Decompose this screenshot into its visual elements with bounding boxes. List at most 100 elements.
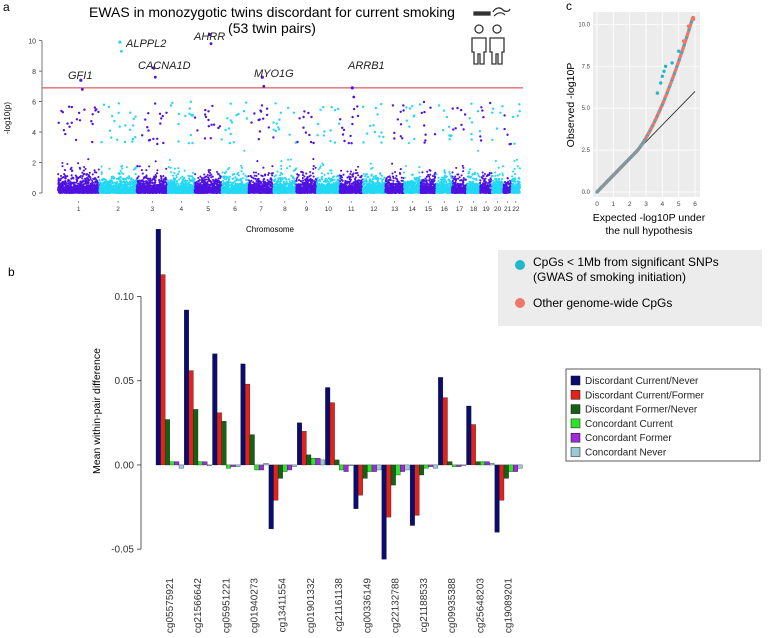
- manhattan-point: [144, 118, 147, 121]
- manhattan-point: [267, 172, 270, 175]
- manhattan-point: [144, 185, 147, 188]
- manhattan-point: [208, 171, 212, 174]
- manhattan-point: [106, 191, 109, 195]
- manhattan-point: [224, 191, 227, 194]
- manhattan-point: [195, 185, 198, 188]
- manhattan-point: [212, 123, 216, 126]
- manhattan-point: [224, 178, 227, 181]
- manhattan-point: [57, 189, 60, 192]
- manhattan-point: [127, 177, 130, 180]
- manhattan-point: [222, 179, 225, 182]
- manhattan-point: [140, 179, 143, 182]
- manhattan-point: [173, 190, 176, 193]
- manhattan-point: [213, 187, 216, 190]
- manhattan-point: [141, 134, 144, 137]
- manhattan-point: [229, 102, 232, 105]
- manhattan-point: [110, 177, 113, 180]
- manhattan-point: [118, 125, 121, 128]
- manhattan-point: [203, 173, 206, 176]
- manhattan-point: [211, 185, 214, 188]
- manhattan-point: [148, 165, 151, 168]
- manhattan-point: [211, 189, 214, 193]
- manhattan-y-tick-label: 4: [32, 130, 36, 137]
- manhattan-point: [108, 182, 111, 186]
- manhattan-point: [94, 191, 97, 194]
- manhattan-point: [226, 180, 229, 183]
- manhattan-point: [117, 111, 120, 115]
- manhattan-point: [110, 185, 113, 188]
- manhattan-point: [70, 166, 73, 169]
- manhattan-point: [247, 175, 250, 178]
- manhattan-y-tick-label: 10: [28, 39, 36, 46]
- manhattan-point: [191, 141, 194, 145]
- manhattan-point: [62, 129, 66, 132]
- manhattan-point: [154, 191, 157, 194]
- manhattan-point: [131, 140, 134, 143]
- manhattan-point: [199, 184, 202, 188]
- manhattan-x-tick-label: 12: [370, 206, 378, 213]
- manhattan-point: [229, 119, 232, 122]
- manhattan-point: [154, 160, 157, 163]
- manhattan-point: [129, 128, 132, 131]
- manhattan-point: [76, 177, 79, 180]
- manhattan-point: [63, 172, 66, 176]
- manhattan-point: [96, 188, 99, 191]
- manhattan-point: [134, 173, 137, 176]
- manhattan-point: [194, 182, 197, 185]
- manhattan-point: [117, 172, 120, 175]
- manhattan-point: [227, 183, 230, 186]
- manhattan-point: [87, 191, 90, 194]
- manhattan-point: [80, 188, 83, 191]
- manhattan-point: [147, 191, 151, 194]
- manhattan-point: [63, 169, 67, 172]
- manhattan-point: [187, 190, 190, 193]
- manhattan-point: [57, 180, 60, 183]
- manhattan-point: [137, 188, 140, 191]
- manhattan-point: [104, 187, 107, 190]
- manhattan-point: [235, 177, 238, 180]
- manhattan-point: [129, 178, 132, 181]
- manhattan-point: [65, 190, 68, 193]
- manhattan-point: [134, 136, 137, 139]
- manhattan-x-tick-label: 6: [233, 206, 237, 213]
- manhattan-point: [178, 170, 181, 173]
- manhattan-point: [257, 138, 260, 141]
- manhattan-point: [171, 191, 174, 194]
- manhattan-point: [60, 188, 63, 191]
- manhattan-point: [242, 110, 246, 113]
- manhattan-point: [222, 175, 225, 178]
- manhattan-point: [194, 173, 197, 176]
- manhattan-point: [161, 190, 164, 193]
- manhattan-point: [59, 183, 63, 186]
- manhattan-point: [138, 179, 141, 182]
- manhattan-point: [171, 174, 174, 177]
- manhattan-point: [227, 127, 231, 130]
- manhattan-point: [240, 170, 243, 173]
- manhattan-point: [62, 182, 65, 185]
- manhattan-point: [173, 191, 177, 194]
- manhattan-point: [159, 183, 162, 186]
- manhattan-point: [92, 177, 95, 180]
- manhattan-point: [160, 177, 163, 180]
- manhattan-point: [248, 181, 251, 184]
- manhattan-point: [89, 176, 92, 179]
- manhattan-point: [244, 174, 247, 177]
- manhattan-point: [136, 179, 139, 182]
- manhattan-point: [259, 189, 262, 192]
- manhattan-point: [193, 188, 196, 191]
- manhattan-point: [245, 178, 248, 181]
- manhattan-point: [255, 183, 258, 186]
- manhattan-point: [120, 165, 123, 168]
- manhattan-point: [93, 169, 96, 172]
- manhattan-y-tick-label: 2: [32, 161, 36, 168]
- manhattan-point: [117, 183, 120, 186]
- manhattan-point: [173, 167, 176, 170]
- manhattan-point: [170, 179, 173, 182]
- manhattan-point: [163, 184, 166, 187]
- manhattan-point: [189, 191, 192, 194]
- manhattan-point: [64, 132, 67, 136]
- manhattan-point: [125, 191, 128, 194]
- manhattan-point: [269, 178, 272, 181]
- manhattan-point: [256, 189, 259, 192]
- manhattan-point: [163, 187, 166, 190]
